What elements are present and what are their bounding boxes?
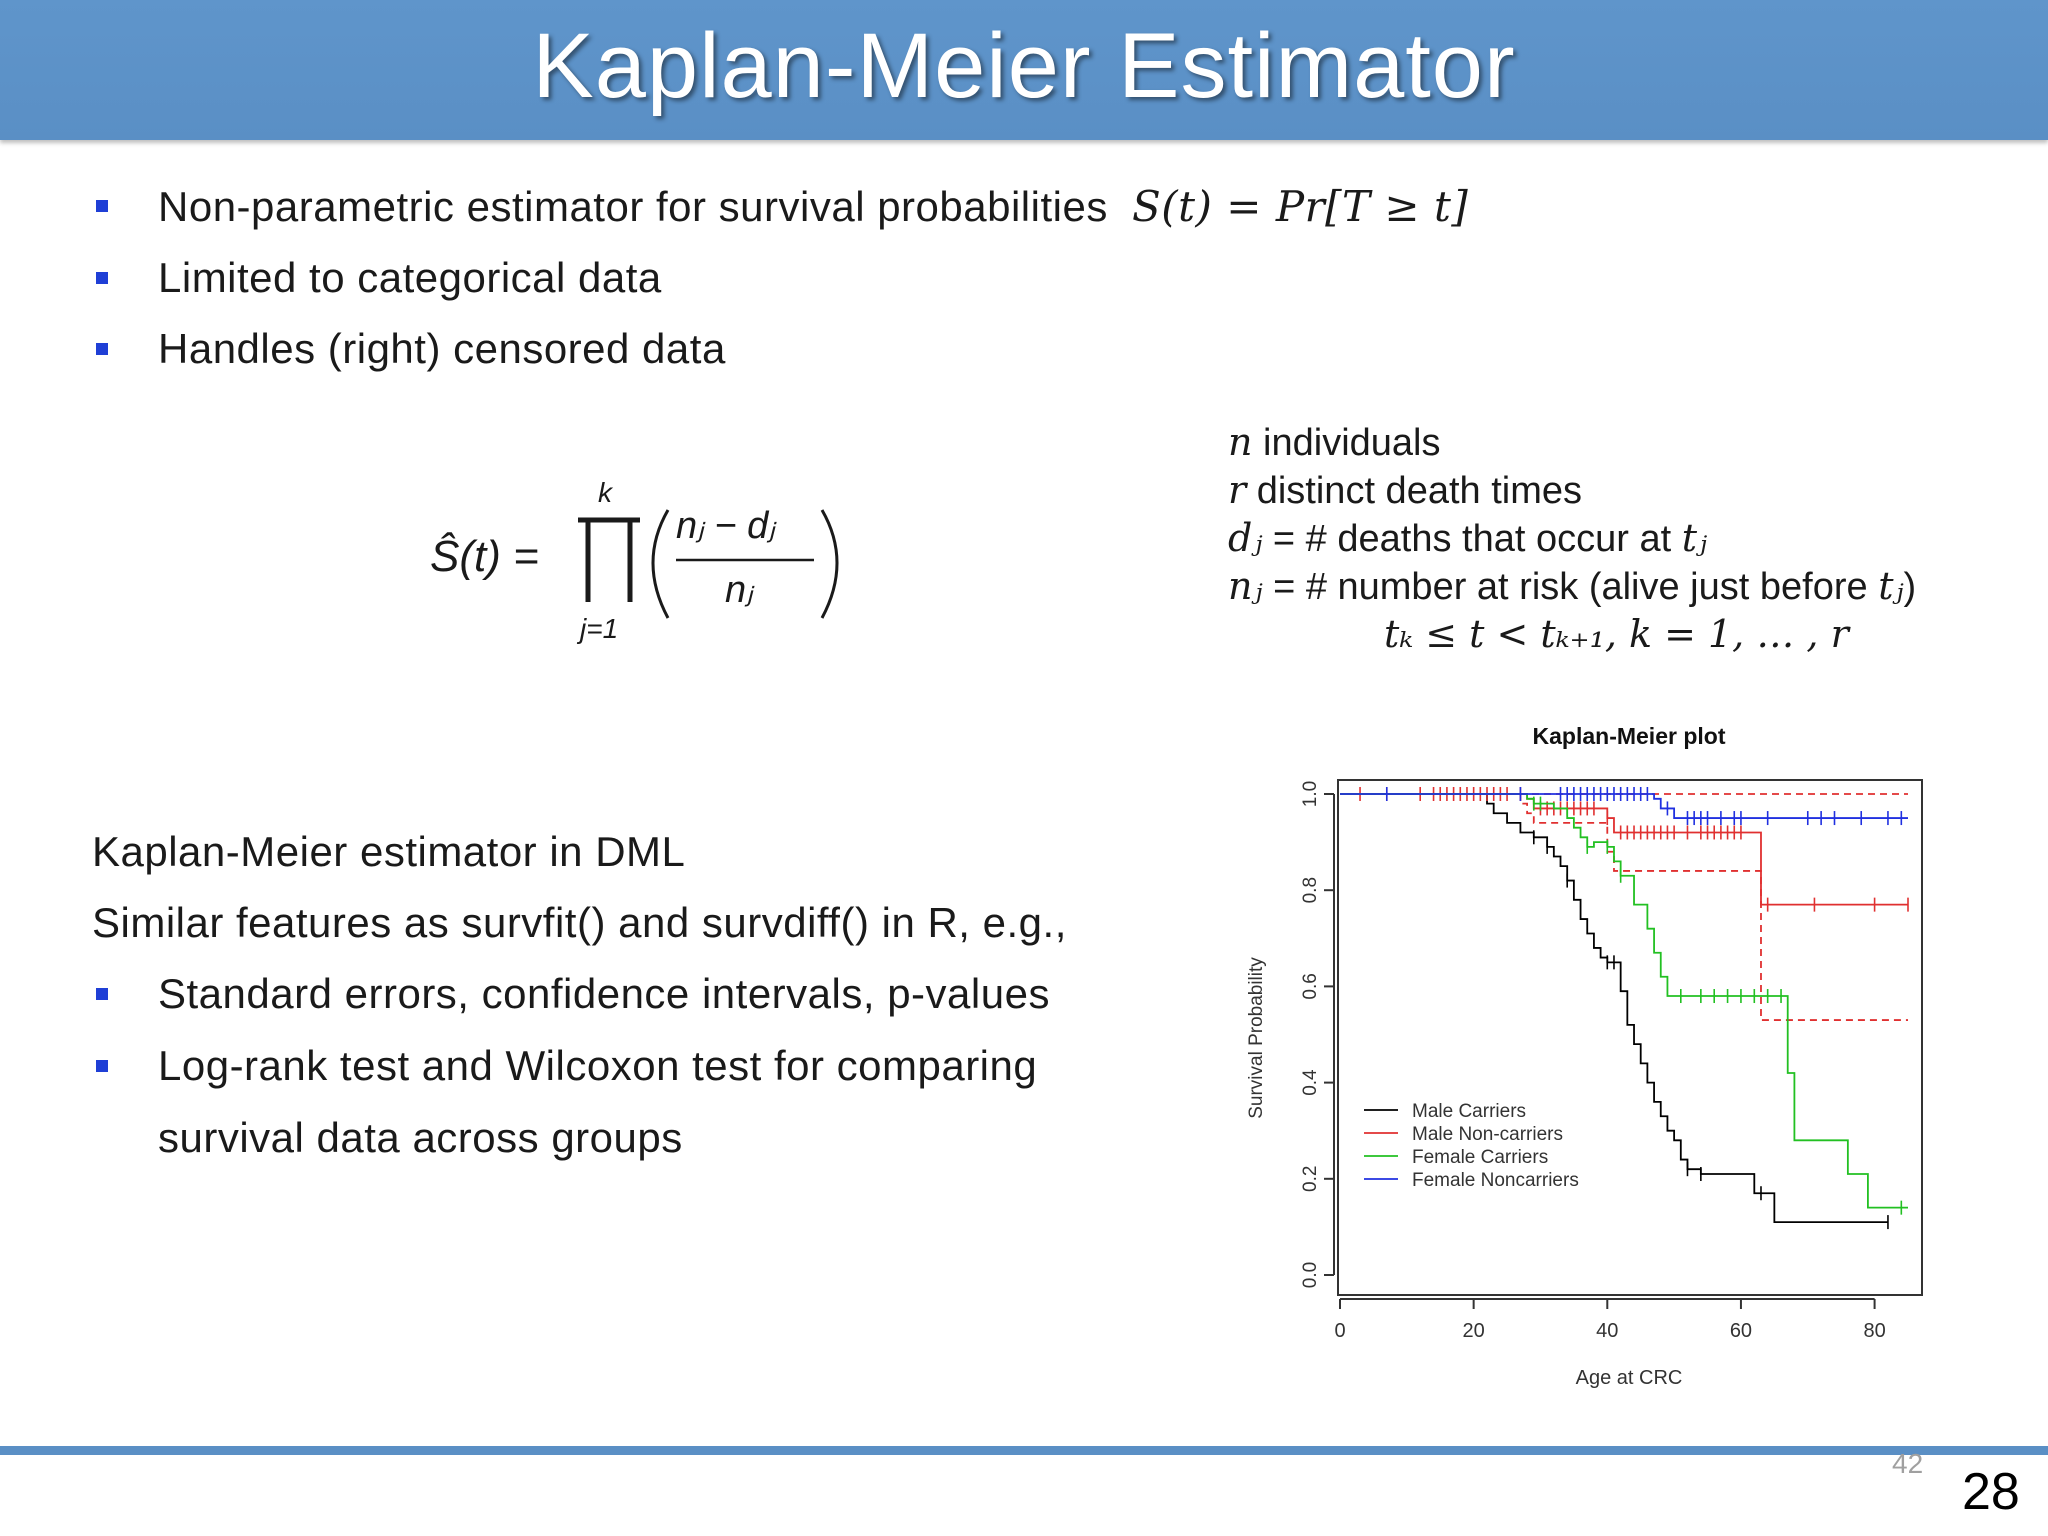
footer-line (0, 1446, 2048, 1455)
km-curve-male-non-carriers-ci-lower (1340, 793, 1908, 1021)
bullet-marker (96, 343, 108, 355)
survival-formula: S(t) = Pr[T ≥ t] (1132, 182, 1469, 231)
x-tick-label: 20 (1463, 1320, 1485, 1342)
bullet-marker (96, 988, 108, 1000)
legend-label: Male Non-carriers (1412, 1124, 1563, 1145)
right-paren (820, 509, 839, 619)
bullet-text-1: Non-parametric estimator for survival pr… (158, 182, 1468, 231)
var-end: ) (1903, 566, 1917, 608)
y-axis-label: Survival Probability (1246, 957, 1267, 1119)
km-curve-female-noncarriers (1340, 793, 1908, 819)
x-tick-label: 40 (1596, 1320, 1618, 1342)
product-lower-limit: j=1 (576, 613, 618, 644)
page-number: 28 (1962, 1463, 2020, 1521)
x-tick-label: 80 (1863, 1320, 1885, 1342)
y-tick-label: 0.4 (1300, 1069, 1321, 1096)
title-bar (0, 0, 2048, 140)
km-formula: Ŝ(t) = k j=1 nⱼ − dⱼ nⱼ (430, 477, 839, 644)
var-desc: = # number at risk (alive just before (1262, 566, 1879, 608)
x-tick-label: 0 (1334, 1320, 1345, 1342)
bullet-text-3: Handles (right) censored data (158, 325, 726, 372)
slide-title: Kaplan-Meier Estimator (532, 15, 1516, 117)
bullet-logrank-cont: survival data across groups (158, 1114, 683, 1161)
left-paren (651, 509, 670, 619)
dml-heading: Kaplan-Meier estimator in DML (92, 828, 686, 875)
var-tail: tⱼ (1681, 516, 1708, 560)
var-symbol: r (1228, 468, 1247, 512)
plot-frame (1337, 779, 1923, 1296)
y-tick-label: 0.2 (1300, 1166, 1321, 1192)
var-symbol: dⱼ (1228, 516, 1263, 560)
chart-title: Kaplan-Meier plot (1533, 723, 1726, 749)
var-n: n individuals (1228, 420, 1440, 465)
y-tick-label: 0.6 (1300, 973, 1321, 999)
dml-features-line: Similar features as survfit() and survdi… (92, 899, 1067, 946)
x-tick-label: 60 (1730, 1320, 1752, 1342)
y-tick-label: 0.0 (1300, 1262, 1321, 1288)
legend-label: Female Carriers (1412, 1147, 1548, 1168)
legend-label: Male Carriers (1412, 1101, 1526, 1122)
var-nj: nⱼ = # number at risk (alive just before… (1228, 564, 1916, 609)
slide-number-faded: 42 (1892, 1448, 1924, 1479)
y-tick-label: 0.8 (1300, 877, 1321, 903)
km-curve-female-carriers (1340, 793, 1908, 1209)
var-r: r distinct death times (1228, 468, 1582, 513)
var-desc: distinct death times (1246, 470, 1582, 512)
fraction-denominator: nⱼ (725, 569, 755, 611)
fraction-numerator: nⱼ − dⱼ (676, 505, 777, 547)
km-curve-male-non-carriers (1340, 793, 1908, 906)
product-upper-limit: k (598, 477, 614, 508)
var-tail: tⱼ (1878, 564, 1904, 608)
bullet-text-2: Limited to categorical data (158, 254, 662, 301)
bullet-marker (96, 272, 108, 284)
var-desc: = # deaths that occur at (1262, 518, 1682, 560)
interval-formula: tₖ ≤ t < tₖ₊₁, k = 1, … , r (1384, 612, 1849, 656)
bullet-standard-errors: Standard errors, confidence intervals, p… (158, 970, 1050, 1017)
product-symbol (578, 517, 640, 602)
formula-lhs: Ŝ(t) = (430, 531, 539, 581)
bullet-marker (96, 200, 108, 212)
bullet-marker (96, 1060, 108, 1072)
var-symbol: nⱼ (1228, 564, 1263, 608)
kaplan-meier-chart: Kaplan-Meier plot 0 20 40 60 80 0.0 0.2 0.4 0.6 0… (1246, 723, 1923, 1389)
legend-label: Female Noncarriers (1412, 1170, 1579, 1191)
var-d: dⱼ = # deaths that occur at tⱼ (1228, 516, 1707, 561)
x-axis-label: Age at CRC (1576, 1367, 1683, 1389)
bullet-logrank: Log-rank test and Wilcoxon test for comp… (158, 1042, 1038, 1089)
y-tick-label: 1.0 (1300, 781, 1321, 807)
var-desc: individuals (1252, 422, 1441, 464)
bullet-1-label: Non-parametric estimator for survival pr… (158, 183, 1108, 230)
var-symbol: n (1228, 420, 1253, 464)
